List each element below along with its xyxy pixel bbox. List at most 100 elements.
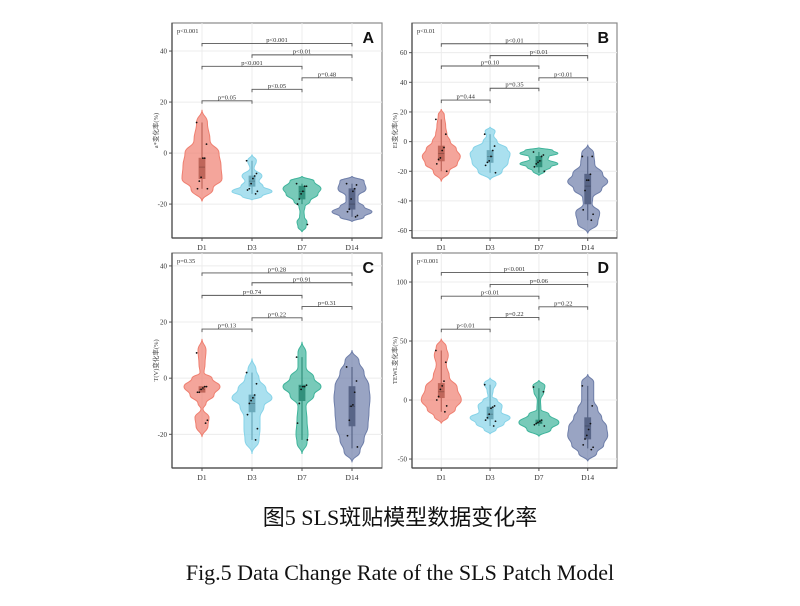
- data-point: [434, 118, 437, 121]
- data-point: [352, 403, 354, 406]
- data-point: [255, 172, 258, 175]
- data-point: [303, 185, 306, 188]
- y-tick-label: 0: [404, 397, 408, 405]
- data-point: [355, 380, 358, 382]
- x-tick-label: D7: [534, 243, 543, 252]
- data-point: [302, 385, 304, 388]
- p-value-label: p=0.28: [268, 266, 286, 273]
- y-tick-label: 0: [404, 138, 408, 146]
- p-value-label: p=0.06: [530, 278, 549, 285]
- p-value-label: p=0.22: [554, 300, 572, 307]
- data-point: [493, 405, 496, 407]
- p-value-label: p<0.001: [241, 60, 263, 67]
- x-tick-label: D1: [197, 243, 206, 252]
- data-point: [353, 187, 356, 190]
- data-point: [205, 385, 208, 388]
- p-value-label: p=0.48: [318, 71, 336, 78]
- panel-D: -50 0 50 100 D1 D3 D7 D14 TEWL变化率(%) p<0.01 p=0.22…: [390, 252, 618, 482]
- data-point: [444, 361, 447, 364]
- x-tick-label: D1: [437, 243, 446, 252]
- data-point: [354, 215, 357, 218]
- y-tick-label: 20: [160, 319, 168, 327]
- data-point: [592, 446, 595, 449]
- panel-letter: D: [597, 260, 609, 277]
- data-point: [195, 121, 198, 124]
- data-point: [348, 208, 351, 211]
- data-point: [443, 380, 445, 383]
- significance-bracket: [201, 42, 353, 47]
- p-value-label: p=0.74: [243, 289, 262, 296]
- y-tick-label: -20: [158, 201, 168, 209]
- data-point: [441, 149, 444, 152]
- y-tick-label: 40: [400, 79, 408, 87]
- x-tick-label: D3: [247, 473, 256, 482]
- x-tick-label: D14: [346, 243, 359, 252]
- data-point: [581, 384, 584, 387]
- data-point: [589, 173, 592, 176]
- data-point: [246, 413, 249, 416]
- p-value-label: p<0.01: [530, 49, 548, 56]
- data-point: [254, 439, 257, 441]
- p-value-label: p=0.13: [218, 323, 236, 330]
- data-point: [256, 190, 259, 193]
- data-point: [543, 425, 546, 427]
- box: [298, 185, 306, 200]
- box: [298, 384, 306, 402]
- data-point: [350, 198, 352, 200]
- data-point: [538, 420, 541, 423]
- data-point: [256, 427, 259, 430]
- data-point: [305, 384, 308, 387]
- p-value-label: p<0.001: [266, 37, 288, 44]
- data-point: [296, 422, 299, 424]
- data-point: [202, 157, 204, 160]
- data-point: [200, 388, 203, 391]
- y-axis-label: EI变化率(%): [390, 113, 399, 148]
- data-point: [535, 422, 538, 425]
- data-point: [537, 161, 539, 164]
- p-value-label: p<0.01: [554, 71, 572, 78]
- significance-bracket: [538, 306, 589, 310]
- data-point: [585, 179, 588, 182]
- data-point: [295, 182, 298, 185]
- significance-bracket: [251, 88, 303, 93]
- x-tick-label: D7: [297, 473, 306, 482]
- data-point: [490, 407, 492, 410]
- data-point: [486, 161, 489, 164]
- data-point: [490, 155, 492, 158]
- y-tick-label: 40: [160, 262, 168, 270]
- data-point: [537, 421, 539, 424]
- data-point: [196, 187, 199, 190]
- p-value-label: p<0.001: [504, 266, 526, 273]
- figure-caption-chinese: 图5 SLS斑贴模型数据变化率: [262, 505, 538, 530]
- data-point: [437, 158, 440, 161]
- data-point: [254, 192, 257, 195]
- p-value-label: p<0.01: [457, 323, 475, 330]
- data-point: [250, 399, 253, 402]
- y-tick-label: -20: [398, 168, 408, 176]
- data-point: [345, 182, 348, 185]
- overall-p-value: p=0.35: [177, 258, 195, 265]
- panel-B: -60 -40 -20 0 20 40 60 D1 D3 D7 D14 EI变化率(%) p=0.44 p…: [390, 22, 618, 252]
- box: [584, 417, 592, 440]
- data-point: [202, 387, 204, 389]
- significance-bracket: [251, 317, 303, 321]
- significance-bracket: [489, 283, 589, 288]
- box: [486, 406, 494, 420]
- data-point: [352, 190, 354, 193]
- data-point: [493, 145, 496, 147]
- data-point: [353, 391, 356, 394]
- p-value-label: p=0.22: [268, 311, 286, 318]
- data-point: [483, 383, 486, 386]
- data-point: [538, 159, 541, 162]
- data-point: [356, 214, 359, 217]
- significance-bracket: [440, 43, 589, 47]
- box: [535, 156, 543, 168]
- data-point: [585, 434, 588, 437]
- x-tick-label: D1: [197, 473, 206, 482]
- significance-bracket: [440, 272, 589, 276]
- significance-bracket: [489, 316, 540, 321]
- data-point: [305, 185, 308, 188]
- data-point: [533, 165, 536, 168]
- data-point: [345, 366, 348, 368]
- data-point: [587, 179, 590, 182]
